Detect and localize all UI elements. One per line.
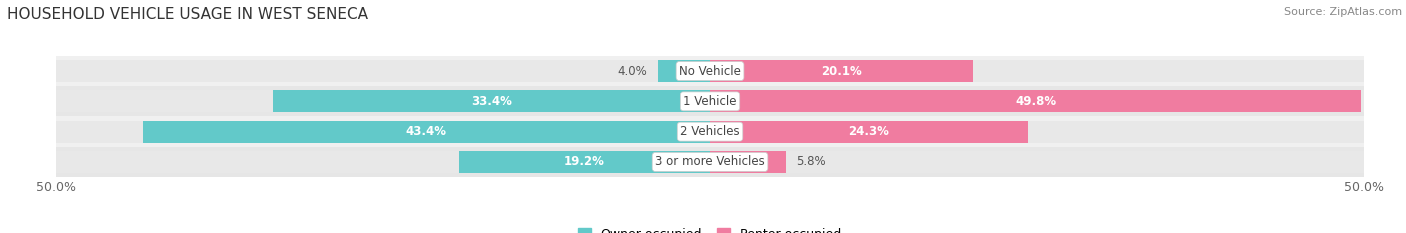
Text: 4.0%: 4.0% (617, 65, 647, 78)
Text: Source: ZipAtlas.com: Source: ZipAtlas.com (1284, 7, 1402, 17)
Bar (56, 86, 1364, 116)
Text: 5.8%: 5.8% (796, 155, 825, 168)
Bar (710, 90, 1364, 112)
Text: HOUSEHOLD VEHICLE USAGE IN WEST SENECA: HOUSEHOLD VEHICLE USAGE IN WEST SENECA (7, 7, 368, 22)
Bar (273, 90, 710, 112)
Text: 1 Vehicle: 1 Vehicle (683, 95, 737, 108)
Text: 43.4%: 43.4% (406, 125, 447, 138)
Bar (56, 56, 1364, 86)
Text: 3 or more Vehicles: 3 or more Vehicles (655, 155, 765, 168)
Bar (56, 116, 1364, 147)
Text: No Vehicle: No Vehicle (679, 65, 741, 78)
Bar (56, 90, 710, 112)
Text: 49.8%: 49.8% (1015, 95, 1056, 108)
Legend: Owner-occupied, Renter-occupied: Owner-occupied, Renter-occupied (574, 223, 846, 233)
Bar (710, 121, 1364, 143)
Bar (56, 151, 710, 173)
Text: 24.3%: 24.3% (848, 125, 890, 138)
Bar (458, 151, 710, 173)
Bar (710, 151, 786, 173)
Bar (56, 147, 1364, 177)
Bar (710, 60, 1364, 82)
Bar (710, 151, 1364, 173)
Bar (710, 90, 1361, 112)
Bar (142, 121, 710, 143)
Bar (56, 121, 710, 143)
Bar (710, 121, 1028, 143)
Text: 2 Vehicles: 2 Vehicles (681, 125, 740, 138)
Text: 20.1%: 20.1% (821, 65, 862, 78)
Bar (658, 60, 710, 82)
Bar (56, 60, 710, 82)
Text: 19.2%: 19.2% (564, 155, 605, 168)
Bar (710, 60, 973, 82)
Text: 33.4%: 33.4% (471, 95, 512, 108)
